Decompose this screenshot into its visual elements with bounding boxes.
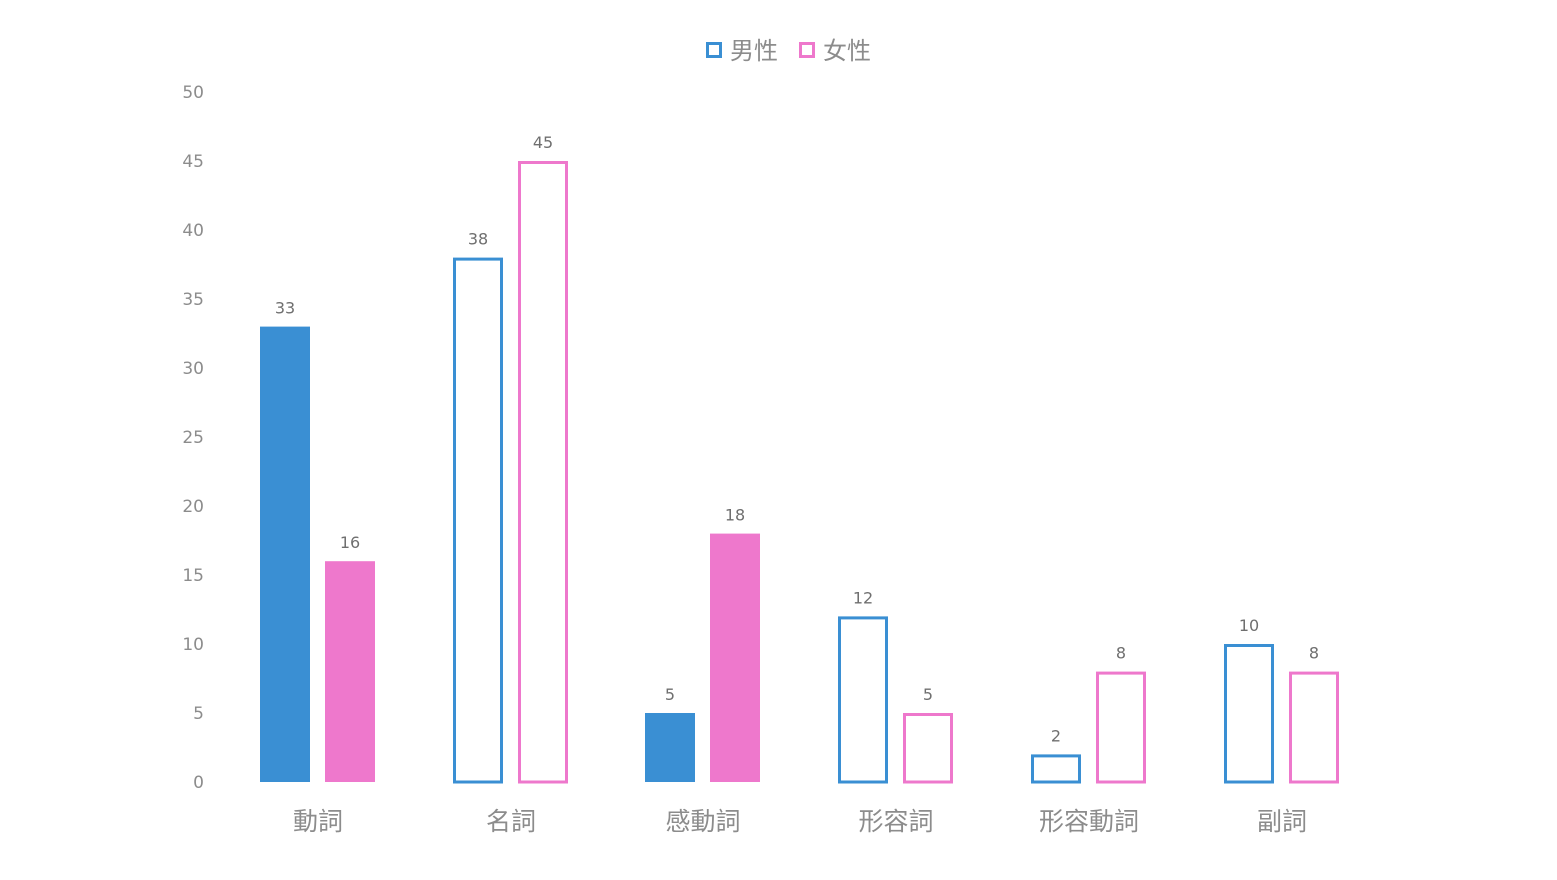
- bar-female: [1096, 671, 1146, 784]
- x-tick-label: 形容詞: [858, 807, 933, 836]
- data-label: 16: [340, 533, 360, 552]
- y-tick-label: 25: [182, 428, 204, 448]
- legend-item-male: 男性: [706, 37, 778, 65]
- y-axis: 0 5 10 15 20 25 30 35 40 45 50: [182, 83, 204, 793]
- x-axis: 動詞 名詞 感動詞 形容詞 形容動詞 副詞: [293, 807, 1307, 836]
- y-tick-label: 35: [182, 290, 204, 310]
- y-tick-label: 40: [182, 221, 204, 241]
- x-tick-label: 形容動詞: [1039, 807, 1139, 836]
- data-label: 12: [853, 588, 873, 607]
- legend-swatch: [799, 42, 815, 58]
- data-label: 8: [1116, 644, 1126, 663]
- y-tick-label: 30: [182, 359, 204, 379]
- y-tick-label: 20: [182, 497, 204, 517]
- legend-item-female: 女性: [799, 37, 871, 65]
- y-tick-label: 5: [193, 704, 204, 724]
- bar-female: [1289, 671, 1339, 784]
- legend-label: 男性: [730, 37, 778, 65]
- data-label: 2: [1051, 726, 1061, 745]
- data-label: 33: [275, 299, 295, 318]
- bar-female: [518, 161, 568, 784]
- legend-label: 女性: [823, 37, 871, 65]
- bar-male: [1224, 644, 1274, 784]
- data-label: 5: [665, 685, 675, 704]
- x-tick-label: 感動詞: [665, 807, 740, 836]
- y-tick-label: 10: [182, 635, 204, 655]
- bar-male: [645, 713, 695, 782]
- data-label: 45: [533, 133, 553, 152]
- bar-female: [710, 533, 760, 782]
- x-tick-label: 副詞: [1257, 807, 1307, 836]
- legend-swatch: [706, 42, 722, 58]
- data-label: 8: [1309, 644, 1319, 663]
- y-tick-label: 15: [182, 566, 204, 586]
- bar-male: [838, 616, 888, 784]
- data-label: 10: [1239, 616, 1259, 635]
- y-tick-label: 0: [193, 773, 204, 793]
- y-tick-label: 50: [182, 83, 204, 103]
- data-label: 18: [725, 506, 745, 525]
- data-label: 5: [923, 685, 933, 704]
- bar-female: [903, 713, 953, 784]
- data-label: 38: [468, 230, 488, 249]
- data-labels: 33 38 5 12 2 10 16 45 18 5 8 8: [275, 133, 1319, 745]
- bar-female: [325, 561, 375, 782]
- bar-male: [260, 326, 310, 782]
- y-tick-label: 45: [182, 152, 204, 172]
- legend: 男性 女性: [706, 37, 871, 65]
- x-tick-label: 名詞: [486, 807, 536, 836]
- bars: [260, 161, 1339, 784]
- bar-male: [1031, 754, 1081, 784]
- bar-male: [453, 257, 503, 784]
- x-tick-label: 動詞: [293, 807, 343, 836]
